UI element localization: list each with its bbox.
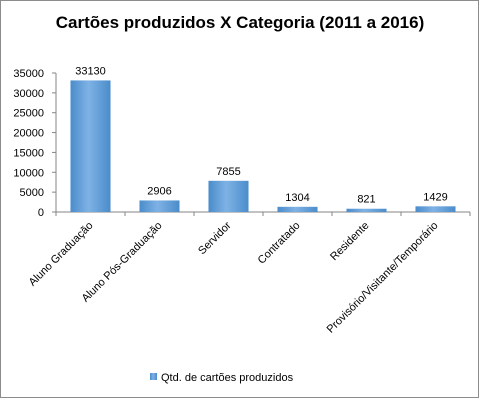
bar [208, 180, 249, 212]
category-label: Aluno Graduação [27, 220, 96, 289]
bar [70, 80, 111, 212]
data-label: 2906 [147, 185, 171, 197]
y-tick-label: 35000 [13, 68, 44, 80]
bar [346, 208, 387, 212]
y-tick-label: 25000 [13, 108, 44, 120]
legend-label: Qtd. de cartões produzidos [161, 372, 294, 384]
category-label: Contratado [256, 220, 303, 267]
y-tick-label: 30000 [13, 88, 44, 100]
data-label: 1304 [285, 192, 309, 204]
bar [277, 206, 318, 212]
y-tick-label: 0 [38, 207, 44, 219]
bar [139, 200, 180, 212]
legend: Qtd. de cartões produzidos [150, 372, 294, 384]
category-label: Aluno Pós-Graduação [80, 220, 165, 305]
data-labels: 33130 2906 7855 1304 821 1429 [75, 65, 448, 205]
y-axis: 0 5000 10000 15000 20000 25000 30000 35000 [13, 68, 57, 219]
data-label: 33130 [75, 65, 106, 77]
x-axis [55, 211, 471, 216]
chart-title: Cartões produzidos X Categoria (2011 a 2… [56, 13, 424, 32]
y-tick-label: 10000 [13, 167, 44, 179]
bar [415, 206, 456, 212]
y-tick-label: 20000 [13, 128, 44, 140]
legend-swatch [150, 373, 157, 380]
bar-series [70, 80, 456, 212]
category-label: Servidor [196, 219, 234, 257]
data-label: 7855 [216, 166, 240, 178]
data-label: 821 [357, 194, 375, 206]
y-tick-label: 15000 [13, 147, 44, 159]
y-tick-label: 5000 [20, 187, 44, 199]
category-label: Provisório/Visitante/Temporário [325, 220, 441, 336]
category-label: Residente [328, 220, 372, 264]
data-label: 1429 [423, 191, 447, 203]
